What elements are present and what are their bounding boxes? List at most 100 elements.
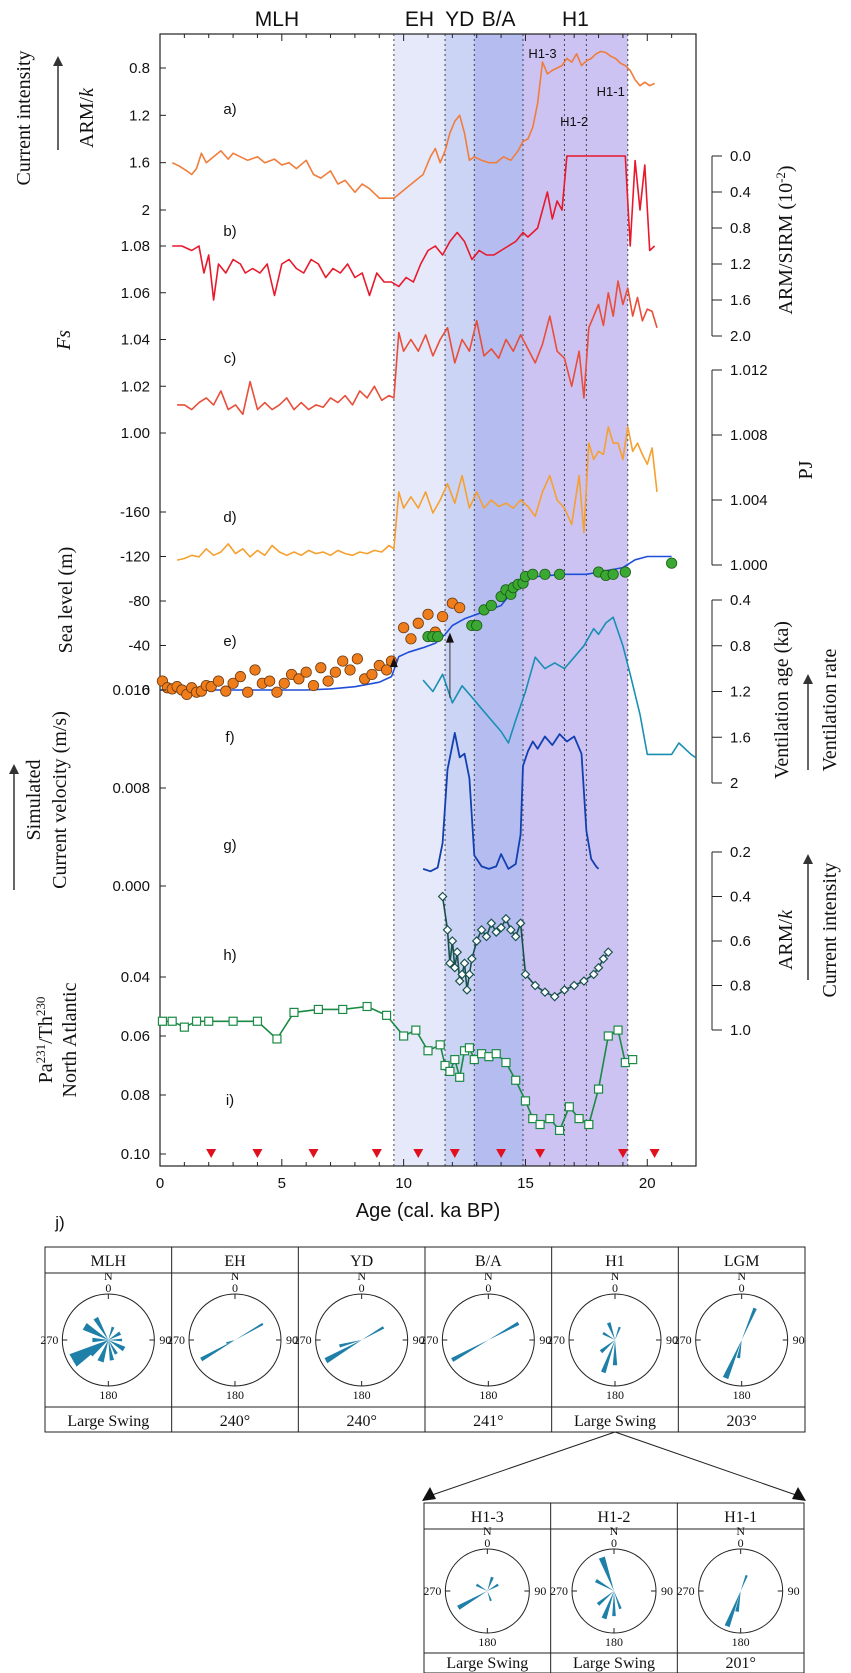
sea-level-point [322, 675, 334, 687]
rose-sub-value-1: Large Swing [573, 1655, 655, 1672]
panel-label-j: j) [54, 1213, 64, 1232]
rose-sub-diagram-0: N0 90 180 270 [423, 1524, 546, 1649]
armk-axis-tick-label: 1.2 [129, 107, 150, 124]
sea-level-point [454, 602, 466, 614]
rose-west-label: 270 [547, 1333, 565, 1347]
rose-diagram-5: N0 90 180 270 [674, 1269, 805, 1402]
series-point-h [454, 976, 465, 986]
series-layer [156, 50, 697, 1158]
series-point-i [501, 1057, 511, 1068]
rose-west-label: 270 [167, 1333, 185, 1347]
rose-west-label: 270 [420, 1333, 438, 1347]
rose-n-label: N [737, 1269, 746, 1283]
series-point-i [593, 1084, 604, 1094]
pj-axis-tick-label: 1.008 [730, 427, 768, 444]
rose-zero-label: 0 [739, 1281, 745, 1295]
armk-h-label-main: ARM/ [775, 918, 797, 970]
ventilation-axis-tick-label: 0.8 [730, 638, 751, 655]
series-line-f [422, 616, 697, 759]
subperiod-label: H1-3 [528, 46, 556, 61]
series-point-i [545, 1113, 555, 1124]
rose-header-0: MLH [91, 1253, 127, 1270]
series-point-i [554, 1125, 565, 1136]
pa-th-axis-label: Pa231/Th230 [33, 997, 58, 1084]
series-point-i [313, 1004, 323, 1015]
rose-petal [108, 1326, 115, 1340]
series-point-h [505, 925, 516, 935]
sea-level-point [212, 675, 225, 687]
sea-level-point [227, 677, 239, 689]
sample-marker [206, 1149, 217, 1158]
rose-petal [612, 1591, 616, 1617]
rose-value-0: Large Swing [67, 1413, 149, 1430]
rose-petal [451, 1340, 489, 1362]
sample-marker [496, 1149, 507, 1158]
series-line-g [422, 732, 600, 873]
rose-petal [457, 1591, 488, 1610]
pj-axis-tick-label: 1.004 [730, 492, 768, 509]
rose-west-label: 270 [550, 1584, 568, 1598]
series-point-h [471, 936, 482, 946]
series-point-i [411, 1025, 421, 1035]
arm-sirm-label-sup: -2 [773, 172, 788, 183]
series-point-h [452, 947, 463, 957]
series-point-i [469, 1054, 479, 1065]
velocity-axis-label-1: Simulated [23, 759, 45, 840]
rose-circle [444, 1548, 530, 1634]
rose-header-5: LGM [724, 1253, 760, 1270]
velocity-axis-tick-label: 0.008 [112, 780, 150, 797]
series-point-i [191, 1016, 202, 1026]
rose-header-2: YD [350, 1253, 373, 1270]
rose-east-label: 90 [286, 1333, 298, 1347]
armk-axis-label: ARM/k [76, 87, 98, 148]
rose-petal [324, 1340, 362, 1364]
sea-level-point [380, 664, 393, 676]
ventilation-rate-arrowhead [803, 674, 813, 684]
subperiod-label: H1-2 [560, 114, 588, 129]
series-point-i [464, 1043, 475, 1053]
rose-petal [601, 1340, 615, 1374]
period-label: EH [405, 8, 434, 31]
rose-n-label: N [736, 1524, 745, 1538]
sea-level-point [249, 664, 261, 676]
velocity-arrowhead [9, 764, 19, 774]
series-point-i [613, 1025, 623, 1035]
series-point-i [491, 1049, 501, 1059]
sea-level-green-point [485, 599, 497, 612]
series-point-i [435, 1040, 445, 1050]
rose-zero-label: 0 [105, 1281, 111, 1295]
north-atlantic-label: North Atlantic [59, 982, 81, 1097]
x-tick-label: 0 [156, 1175, 164, 1192]
series-point-h [447, 936, 458, 946]
sample-marker [617, 1149, 628, 1158]
series-point-i [520, 1096, 531, 1106]
sea-level-point [264, 675, 276, 687]
pj-axis-tick-label: 1.012 [730, 362, 768, 379]
series-point-h [520, 969, 531, 980]
sample-marker [252, 1149, 263, 1158]
series-line-b [172, 155, 656, 301]
series-point-i [584, 1119, 594, 1130]
current-intensity-right-arrowhead [803, 854, 813, 864]
pa-th-label-pa: Pa [35, 1063, 57, 1083]
fs-axis-tick-label: 1.04 [121, 332, 150, 349]
series-point-h [449, 962, 460, 973]
series-point-h [603, 947, 614, 957]
rose-petal [487, 1583, 499, 1591]
rose-value-2: 240° [346, 1413, 376, 1430]
sea-level-axis-tick-label: -80 [128, 593, 150, 610]
rose-south-label: 180 [479, 1388, 497, 1402]
rose-petal [93, 1316, 109, 1340]
period-label: H1 [562, 8, 589, 31]
rose-petal [602, 1331, 615, 1340]
arm-sirm-axis-tick-label: 0.0 [730, 148, 751, 165]
series-point-i [272, 1034, 282, 1044]
ventilation-axis-label: Ventilation age (ka) [771, 621, 793, 779]
sea-level-point [234, 671, 246, 683]
armk-h-axis-tick-label: 0.6 [730, 933, 751, 950]
sea-level-point [220, 685, 232, 697]
series-point-i [228, 1016, 238, 1026]
armk-axis-tick-label: 1.6 [129, 155, 150, 172]
series-point-i [289, 1007, 299, 1018]
rose-n-label: N [231, 1269, 240, 1283]
